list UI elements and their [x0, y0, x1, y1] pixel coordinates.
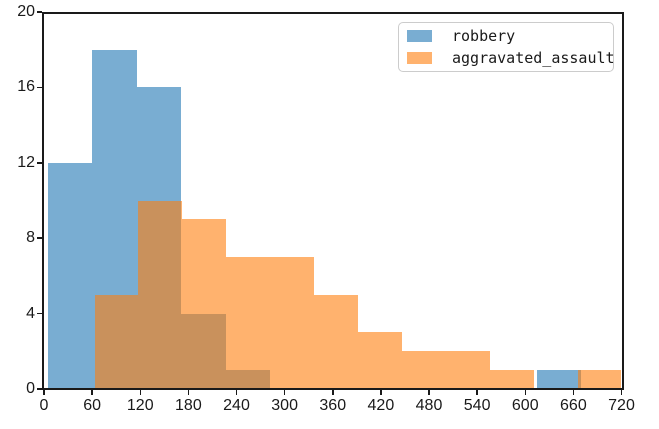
x-tick-label: 180 — [175, 397, 202, 414]
x-tick — [572, 390, 575, 395]
y-tick-label: 4 — [26, 304, 35, 322]
x-tick — [235, 390, 238, 395]
x-tick — [43, 390, 45, 395]
y-tick-label: 8 — [26, 229, 35, 247]
legend: robbery aggravated_assault — [398, 22, 615, 72]
histogram-bar-aggravated_assault — [138, 200, 183, 389]
histogram-bar-aggravated_assault — [401, 351, 446, 389]
histogram-bar-aggravated_assault — [270, 257, 315, 389]
y-tick-label: 20 — [17, 3, 35, 20]
y-tick — [37, 312, 42, 315]
bottom-spine — [42, 388, 624, 390]
x-tick-label: 120 — [126, 397, 154, 414]
x-tick-label: 660 — [560, 397, 587, 414]
x-tick-label: 0 — [39, 397, 49, 414]
legend-swatch-robbery — [407, 30, 432, 42]
legend-item-robbery: robbery — [407, 25, 605, 47]
x-tick — [428, 390, 430, 395]
x-tick-label: 540 — [463, 397, 491, 414]
legend-item-aggravated-assault: aggravated_assault — [407, 47, 615, 69]
legend-label-aggravated-assault: aggravated_assault — [452, 49, 615, 67]
histogram-bar-aggravated_assault — [94, 294, 139, 389]
x-tick-label: 420 — [367, 397, 395, 414]
x-tick — [332, 390, 334, 395]
histogram-bar-robbery — [536, 370, 582, 389]
x-tick-label: 600 — [511, 397, 539, 414]
top-spine — [42, 12, 624, 14]
x-tick — [476, 390, 478, 395]
histogram-bar-robbery — [48, 162, 93, 389]
histogram-bar-aggravated_assault — [445, 351, 490, 389]
x-tick-label: 300 — [271, 397, 298, 414]
right-spine — [622, 12, 624, 390]
legend-label-robbery: robbery — [452, 27, 516, 45]
left-spine — [42, 12, 44, 390]
histogram-bar-aggravated_assault — [489, 370, 534, 389]
y-tick-label: 0 — [26, 380, 35, 397]
histogram-bar-aggravated_assault — [577, 370, 622, 389]
histogram-bar-aggravated_assault — [226, 257, 271, 389]
x-tick — [91, 390, 93, 395]
histogram-bar-aggravated_assault — [358, 332, 402, 389]
histogram-bar-aggravated_assault — [314, 294, 358, 389]
x-tick — [620, 390, 623, 395]
x-tick — [524, 390, 526, 395]
histogram-bar-aggravated_assault — [182, 219, 227, 389]
x-tick — [283, 390, 286, 395]
x-tick-label: 720 — [608, 397, 635, 414]
x-tick — [380, 390, 382, 395]
x-tick — [139, 390, 141, 395]
x-tick — [187, 390, 190, 395]
y-tick — [37, 388, 42, 390]
y-tick-label: 12 — [17, 153, 35, 171]
legend-swatch-aggravated-assault — [407, 52, 432, 64]
y-tick — [37, 86, 42, 89]
x-tick-label: 60 — [83, 397, 102, 414]
x-tick-label: 480 — [415, 397, 443, 414]
y-tick — [37, 162, 42, 164]
y-tick-label: 16 — [17, 78, 35, 96]
y-tick — [37, 11, 42, 13]
x-tick-label: 360 — [319, 397, 347, 414]
y-tick — [37, 237, 42, 239]
x-tick-label: 240 — [223, 397, 250, 414]
